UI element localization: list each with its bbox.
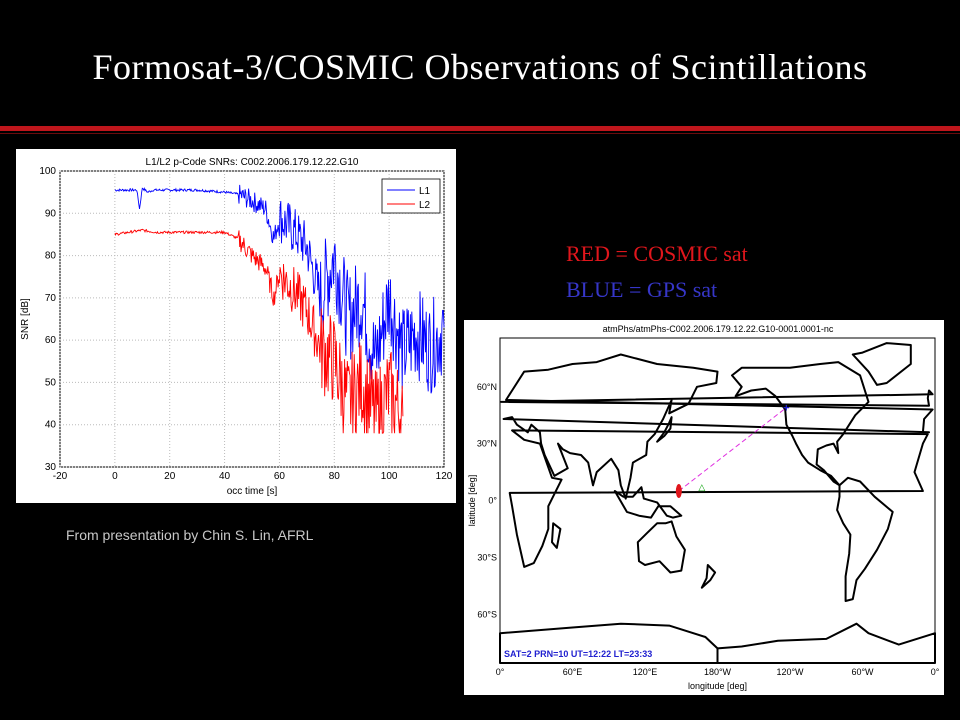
chart-title: L1/L2 p-Code SNRs: C002.2006.179.12.22.G…	[146, 157, 359, 168]
y-tick-label: 40	[45, 420, 57, 431]
legend-cosmic-text: RED = COSMIC sat	[566, 241, 748, 266]
coastline-indonesia	[613, 486, 683, 519]
coastline-greenland	[851, 342, 912, 386]
x-tick-label: 0°	[496, 667, 505, 677]
map-title: atmPhs/atmPhs-C002.2006.179.12.22.G10-00…	[603, 324, 834, 334]
coastline-antarctica	[499, 622, 719, 664]
map-chart-panel: atmPhs/atmPhs-C002.2006.179.12.22.G10-00…	[464, 320, 944, 695]
y-tick-label: 50	[45, 377, 57, 388]
x-tick-label: 20	[164, 471, 176, 482]
x-tick-label: 100	[381, 471, 398, 482]
coastline-australia	[636, 520, 686, 574]
legend-label-l1: L1	[419, 186, 431, 197]
coastline-madagascar	[551, 522, 562, 549]
x-tick-label: 0°	[931, 667, 940, 677]
x-tick-label: 80	[329, 471, 341, 482]
y-tick-label: 100	[39, 166, 56, 177]
gps-sat-marker: +	[783, 403, 789, 415]
coastline-japan	[656, 416, 673, 443]
x-tick-label: 60	[274, 471, 286, 482]
slide-title: Formosat-3/COSMIC Observations of Scinti…	[92, 47, 868, 87]
x-tick-label: 180°W	[704, 667, 732, 677]
y-tick-label: 0°	[488, 496, 497, 506]
y-tick-label: 30°S	[477, 552, 497, 562]
y-tick-label: 30	[45, 462, 57, 473]
x-tick-label: 120°W	[776, 667, 804, 677]
y-tick-label: 60°N	[477, 382, 497, 392]
x-tick-label: 60°E	[563, 667, 583, 677]
cosmic-sat-marker	[675, 484, 682, 499]
series-line-l2	[114, 228, 404, 434]
y-tick-label: 60°S	[477, 609, 497, 619]
x-tick-label: 120	[436, 471, 453, 482]
map-chart: atmPhs/atmPhs-C002.2006.179.12.22.G10-00…	[467, 324, 940, 691]
x-tick-label: 120°E	[633, 667, 658, 677]
x-tick-label: 60°W	[851, 667, 874, 677]
y-tick-label: 30°N	[477, 439, 497, 449]
y-axis-label: SNR [dB]	[20, 298, 31, 340]
coastline-antarctica-west	[716, 622, 936, 664]
y-axis-label: latitude [deg]	[467, 475, 477, 527]
y-tick-label: 60	[45, 335, 57, 346]
x-tick-label: 0	[112, 471, 118, 482]
map-area	[499, 337, 936, 664]
color-legend-note: RED = COSMIC sat BLUE = GPS sat	[566, 236, 748, 308]
x-tick-label: -20	[53, 471, 68, 482]
x-axis-label: occ time [s]	[227, 486, 278, 497]
y-tick-label: 80	[45, 251, 57, 262]
occultation-path-line	[678, 407, 787, 492]
coastline-new-zealand	[700, 564, 717, 589]
legend-gps-text: BLUE = GPS sat	[566, 277, 718, 302]
legend-box	[381, 178, 441, 214]
coastline-north-america	[731, 361, 870, 487]
legend-label-l2: L2	[419, 200, 431, 211]
title-rule	[0, 126, 960, 131]
x-axis-label: longitude [deg]	[688, 681, 747, 691]
coastline-uk	[500, 389, 934, 407]
coastline-europe-asia	[502, 353, 934, 500]
series-line-l1	[114, 184, 445, 394]
credit-text: From presentation by Chin S. Lin, AFRL	[66, 527, 314, 543]
map-annotation: SAT=2 PRN=10 UT=12:22 LT=23:33	[504, 649, 652, 659]
coastline-africa	[508, 429, 929, 568]
x-tick-label: 40	[219, 471, 231, 482]
y-tick-label: 90	[45, 208, 57, 219]
title-rule-shadow	[0, 133, 960, 134]
snr-chart-panel: L1/L2 p-Code SNRs: C002.2006.179.12.22.G…	[16, 149, 456, 503]
snr-chart: L1/L2 p-Code SNRs: C002.2006.179.12.22.G…	[20, 157, 453, 497]
y-tick-label: 70	[45, 293, 57, 304]
coastline-south-america	[836, 476, 894, 602]
tangent-point-marker: △	[698, 482, 705, 492]
